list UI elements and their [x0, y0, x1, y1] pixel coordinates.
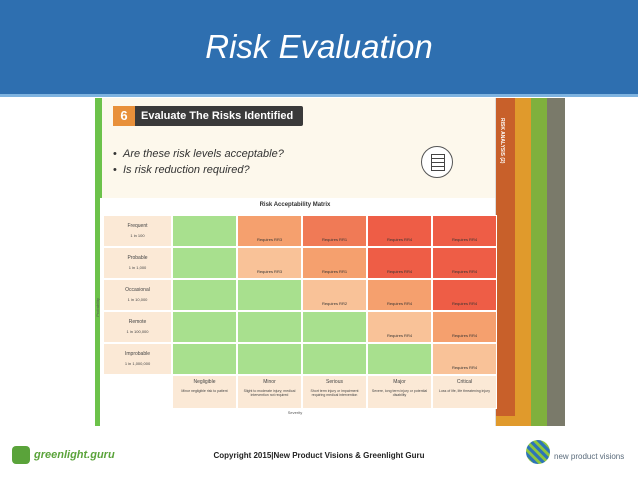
side-tab-text: RISK ANALYSIS (2): [499, 118, 505, 164]
matrix-cell: [237, 343, 302, 375]
matrix-cell: Requires RR4: [432, 311, 497, 343]
x-axis-label: Severity: [287, 410, 303, 415]
column-header: [172, 375, 237, 409]
step-number: 6: [113, 106, 135, 126]
column-header: [237, 375, 302, 409]
heading-bar: [113, 106, 303, 126]
column-header: [302, 375, 367, 409]
row-label: Frequent: [127, 223, 148, 229]
row-header: [103, 215, 172, 247]
matrix-cell: [367, 343, 432, 375]
row-rate: 1 in 100,000: [126, 329, 149, 334]
column-description: Short term injury or impairment requirin…: [310, 389, 359, 397]
matrix-cell: [172, 279, 237, 311]
matrix-cell: Requires RR4: [367, 215, 432, 247]
row-label: Improbable: [124, 351, 150, 357]
y-axis-label: Probability: [95, 298, 100, 317]
matrix-cell: Requires RR4: [367, 279, 432, 311]
npv-icon: [526, 440, 550, 464]
matrix-cell: Requires RR4: [432, 215, 497, 247]
icon-sheet: [431, 154, 445, 171]
column-label: Minor: [263, 379, 276, 385]
header-band: [0, 0, 638, 97]
copyright: Copyright 2015|New Product Visions & Gre…: [213, 451, 425, 460]
spreadsheet-icon: [421, 146, 453, 178]
row-rate: 1 in 1,000,000: [124, 361, 151, 366]
bullet-text: Are these risk levels acceptable?: [123, 148, 284, 160]
matrix-cell: [237, 311, 302, 343]
row-label: Probable: [127, 255, 148, 261]
embedded-slide: RISK ANALYSIS (2) 6 Evaluate The Risks I…: [95, 98, 565, 426]
column-label: Major: [393, 379, 406, 385]
matrix-cell: Requires RR3: [237, 215, 302, 247]
bullet-item: • Are these risk levels acceptable?: [113, 146, 284, 162]
matrix-cell: Requires RR1: [302, 215, 367, 247]
slide-title: Risk Evaluation: [205, 28, 433, 65]
matrix-cell: [172, 215, 237, 247]
row-label: Occasional: [125, 287, 150, 293]
greenlight-icon: [12, 446, 30, 464]
matrix-cell: [172, 311, 237, 343]
matrix-cell: Requires RR2: [302, 279, 367, 311]
matrix-cell: [172, 247, 237, 279]
column-header: [367, 375, 432, 409]
row-header: [103, 279, 172, 311]
row-header: [103, 311, 172, 343]
matrix-cell: Requires RR3: [237, 247, 302, 279]
bullet-list: • Are these risk levels acceptable? • Is ri…: [113, 146, 284, 178]
matrix-cell: [172, 343, 237, 375]
matrix-title: Risk Acceptability Matrix: [259, 202, 331, 208]
matrix-cell: Requires RR4: [367, 247, 432, 279]
column-description: Minor negligible risk to patient: [181, 389, 228, 393]
row-rate: 1 in 1,000: [128, 265, 147, 270]
row-rate: 1 in 10,000: [127, 297, 148, 302]
matrix-cell: Requires RR1: [302, 247, 367, 279]
row-rate: 1 in 100: [130, 233, 145, 238]
matrix-cell: Requires RR4: [432, 279, 497, 311]
column-description: Loss of life, life threatening injury: [439, 389, 490, 393]
side-tab: [495, 98, 515, 416]
row-header: [103, 343, 172, 375]
matrix-cell: [302, 343, 367, 375]
row-header: [103, 247, 172, 279]
matrix-cell: [237, 279, 302, 311]
column-label: Negligible: [193, 379, 216, 385]
column-description: Severe, long term injury or potential di…: [371, 389, 428, 397]
column-label: Serious: [326, 379, 343, 385]
step-heading: Evaluate The Risks Identified: [141, 110, 294, 122]
column-description: Slight to moderate injury; medical inter…: [243, 389, 296, 397]
column-header: [432, 375, 497, 409]
row-label: Remote: [128, 319, 147, 325]
matrix-cell: Requires RR4: [432, 247, 497, 279]
right-logo: new product visions: [554, 452, 625, 461]
left-logo: greenlight.guru: [34, 449, 115, 461]
column-label: Critical: [456, 379, 473, 385]
bullet-item: • Is risk reduction required?: [113, 162, 284, 178]
matrix-cell: Requires RR4: [367, 311, 432, 343]
matrix-cell: [302, 311, 367, 343]
bullet-glyph: •: [113, 148, 117, 160]
left-stripe: [95, 98, 102, 426]
bullet-glyph: •: [113, 164, 117, 176]
bullet-text: Is risk reduction required?: [123, 164, 250, 176]
matrix-cell: Requires RR4: [432, 343, 497, 375]
